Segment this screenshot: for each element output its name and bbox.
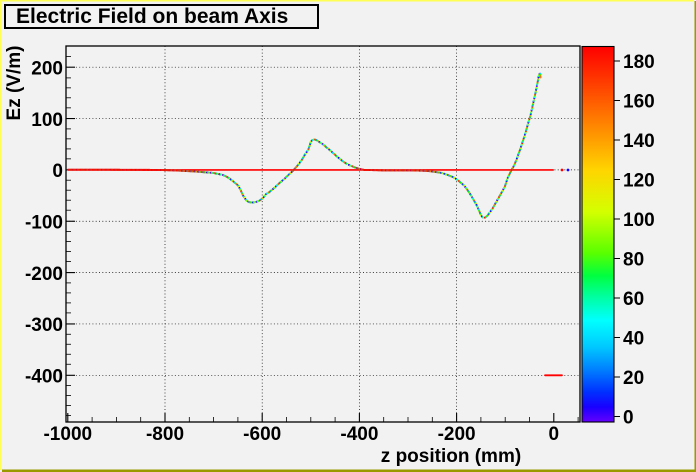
svg-text:20: 20	[623, 368, 644, 389]
svg-text:100: 100	[623, 210, 655, 231]
svg-text:180: 180	[623, 52, 655, 73]
svg-text:100: 100	[31, 110, 63, 131]
svg-text:-600: -600	[243, 424, 281, 445]
svg-text:160: 160	[623, 92, 655, 113]
svg-text:Electric Field on beam Axis: Electric Field on beam Axis	[16, 5, 288, 28]
svg-text:-200: -200	[438, 424, 476, 445]
svg-text:-200: -200	[25, 264, 63, 285]
svg-text:-1000: -1000	[43, 424, 92, 445]
svg-text:z position (mm): z position (mm)	[381, 446, 521, 467]
svg-text:-400: -400	[340, 424, 378, 445]
svg-text:80: 80	[623, 250, 644, 271]
svg-text:0: 0	[623, 408, 634, 429]
svg-text:0: 0	[549, 424, 560, 445]
svg-text:-300: -300	[25, 315, 63, 336]
svg-text:60: 60	[623, 289, 644, 310]
svg-text:Ez (V/m): Ez (V/m)	[4, 46, 25, 121]
svg-text:120: 120	[623, 171, 655, 192]
svg-text:40: 40	[623, 329, 644, 350]
svg-text:0: 0	[52, 161, 63, 182]
svg-text:-400: -400	[25, 367, 63, 388]
svg-text:200: 200	[31, 59, 63, 80]
svg-text:-100: -100	[25, 213, 63, 234]
svg-text:-800: -800	[146, 424, 184, 445]
svg-text:140: 140	[623, 131, 655, 152]
